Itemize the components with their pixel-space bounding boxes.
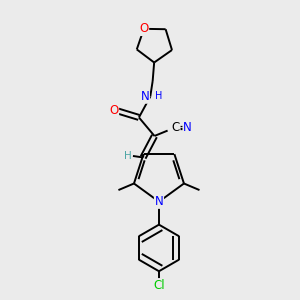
Text: C: C <box>172 121 180 134</box>
Text: N: N <box>140 90 149 103</box>
Text: H: H <box>154 91 162 100</box>
Text: O: O <box>109 104 119 117</box>
Text: N: N <box>183 121 192 134</box>
Text: O: O <box>139 22 148 35</box>
Text: Cl: Cl <box>153 279 165 292</box>
Text: H: H <box>124 151 131 161</box>
Text: N: N <box>154 195 163 208</box>
